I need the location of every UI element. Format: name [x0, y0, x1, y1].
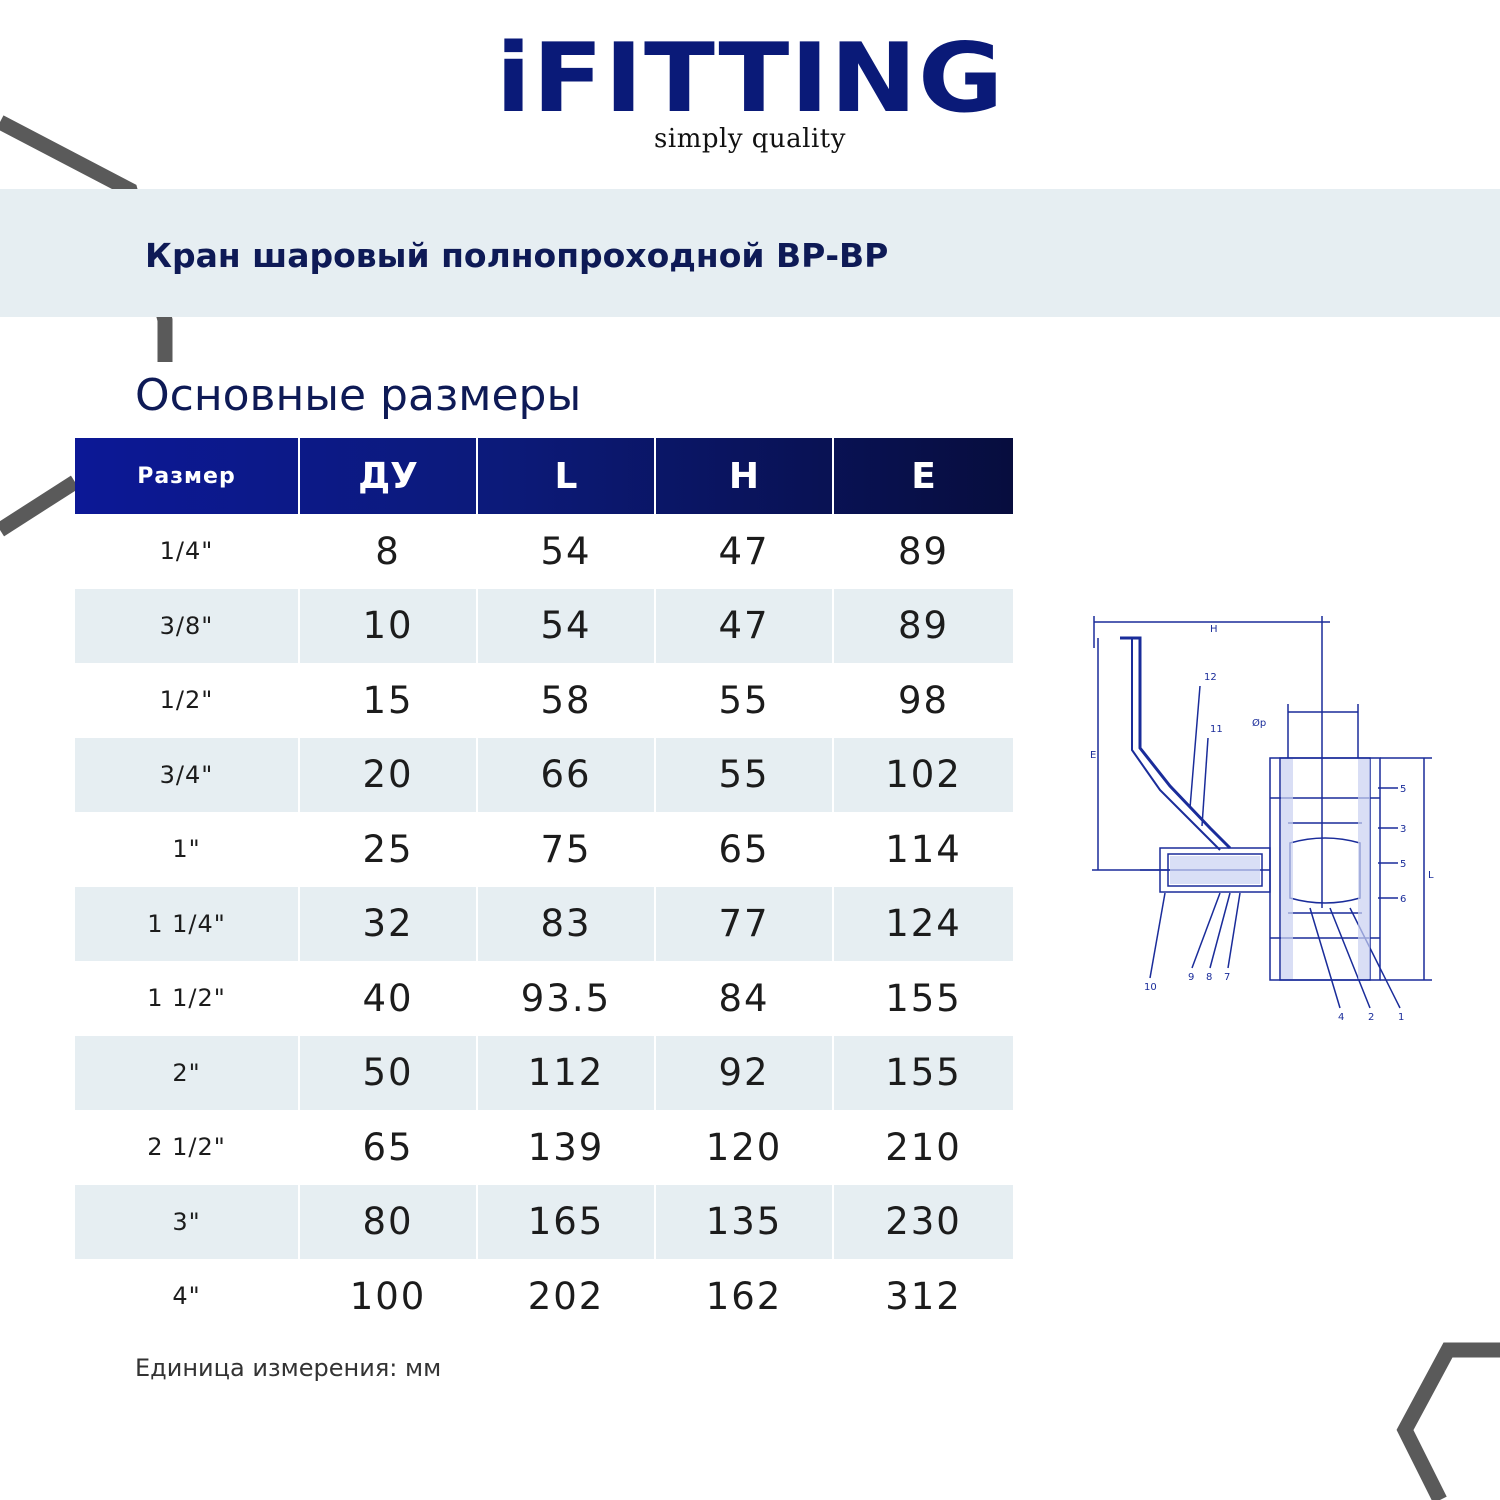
cell-l: 54	[477, 514, 656, 589]
callout-12: 12	[1204, 672, 1217, 683]
cell-du: 100	[299, 1259, 478, 1334]
title-banner	[0, 189, 1500, 317]
table-row: 3" 80 165 135 230	[75, 1184, 1013, 1259]
cell-du: 65	[299, 1110, 478, 1185]
dim-label-e: E	[1090, 750, 1096, 761]
column-header-l: L	[477, 438, 656, 514]
cell-size: 1 1/4"	[75, 886, 300, 961]
cell-e: 89	[833, 588, 1013, 663]
cell-h: 84	[655, 961, 834, 1036]
valve-technical-drawing: H E L Øp 12 11 10 9 8 7 5 3 5 6 4 2 1	[1090, 616, 1434, 1023]
cell-size: 1 1/2"	[75, 961, 300, 1036]
cell-l: 83	[477, 886, 656, 961]
cell-size: 1"	[75, 812, 300, 887]
cell-h: 55	[655, 663, 834, 738]
cell-h: 55	[655, 737, 834, 812]
callout-1: 1	[1398, 1012, 1404, 1023]
cell-h: 120	[655, 1110, 834, 1185]
cell-e: 98	[897, 678, 950, 722]
cell-du: 20	[299, 737, 478, 812]
cell-e: 230	[833, 1184, 1013, 1259]
cell-l: 139	[477, 1110, 656, 1185]
table-row: 1 1/4" 32 83 77 124	[75, 886, 1013, 961]
callout-2: 2	[1368, 1012, 1374, 1023]
table-row: 1/4" 8 54 47 89	[75, 514, 1013, 589]
cell-l: 112	[477, 1035, 656, 1110]
cell-du: 80	[299, 1184, 478, 1259]
table-row: 1" 25 75 65 114	[75, 812, 1013, 887]
callout-9: 9	[1188, 972, 1194, 983]
cell-size: 1/4"	[75, 514, 300, 589]
cell-e: 155	[885, 976, 962, 1020]
table-row: 3/8" 10 54 47 89	[75, 588, 1013, 663]
callout-5a: 5	[1400, 784, 1406, 795]
cell-h: 65	[655, 812, 834, 887]
cell-l: 75	[477, 812, 656, 887]
dim-label-h: H	[1210, 624, 1218, 635]
table-row: 4" 100 202 162 312	[75, 1259, 1013, 1334]
cell-l: 58	[477, 663, 656, 738]
cell-du: 15	[299, 663, 478, 738]
callout-11: 11	[1210, 724, 1223, 735]
callout-4: 4	[1338, 1012, 1344, 1023]
cell-size: 3/8"	[75, 588, 300, 663]
callout-3: 3	[1400, 824, 1406, 835]
units-note: Единица измерения: мм	[135, 1354, 442, 1382]
cell-size: 4"	[75, 1259, 300, 1334]
table-header-row: Размер ДУ L H E	[75, 438, 1013, 514]
dim-label-l: L	[1428, 870, 1434, 881]
column-header-du: ДУ	[299, 438, 478, 514]
cell-e: 124	[833, 886, 1013, 961]
cell-e: 114	[885, 827, 962, 871]
cell-size: 2"	[75, 1035, 300, 1110]
dimensions-table: Размер ДУ L H E 1/4" 8 54 47 89 3/8" 10 …	[75, 438, 1013, 1334]
cell-du: 10	[299, 588, 478, 663]
table-row: 3/4" 20 66 55 102	[75, 737, 1013, 812]
cell-h: 135	[655, 1184, 834, 1259]
callout-7: 7	[1224, 972, 1230, 983]
product-title: Кран шаровый полнопроходной ВР-ВР	[145, 236, 889, 275]
cell-l: 66	[477, 737, 656, 812]
brand-logo: iFITTING simply quality	[0, 28, 1500, 154]
cell-e: 312	[885, 1274, 962, 1318]
table-row: 2" 50 112 92 155	[75, 1035, 1013, 1110]
cell-e: 155	[833, 1035, 1013, 1110]
cell-h: 92	[655, 1035, 834, 1110]
cell-l: 202	[477, 1259, 656, 1334]
callout-5b: 5	[1400, 859, 1406, 870]
callout-10: 10	[1144, 982, 1157, 993]
table-row: 1/2" 15 58 55 98	[75, 663, 1013, 738]
cell-h: 77	[655, 886, 834, 961]
cell-du: 8	[299, 514, 478, 589]
cell-du: 40	[299, 961, 478, 1036]
table-row: 2 1/2" 65 139 120 210	[75, 1110, 1013, 1185]
cell-e: 102	[833, 737, 1013, 812]
cell-l: 93.5	[477, 961, 656, 1036]
logo-wordmark: iFITTING	[495, 21, 1005, 135]
cell-e: 210	[885, 1125, 962, 1169]
section-title: Основные размеры	[135, 370, 582, 421]
table-row: 1 1/2" 40 93.5 84 155	[75, 961, 1013, 1036]
cell-du: 50	[299, 1035, 478, 1110]
logo-tagline: simply quality	[654, 124, 846, 154]
cell-size: 1/2"	[75, 663, 300, 738]
cell-du: 32	[299, 886, 478, 961]
dim-label-dp: Øp	[1252, 717, 1266, 729]
cell-h: 47	[655, 588, 834, 663]
callout-6: 6	[1400, 894, 1406, 905]
cell-e: 89	[897, 529, 950, 573]
cell-l: 54	[477, 588, 656, 663]
callout-8: 8	[1206, 972, 1212, 983]
column-header-e: E	[911, 455, 936, 497]
cell-size: 3/4"	[75, 737, 300, 812]
cell-size: 2 1/2"	[75, 1110, 300, 1185]
cell-h: 162	[655, 1259, 834, 1334]
cell-h: 47	[655, 514, 834, 589]
column-header-h: H	[655, 438, 834, 514]
cell-size: 3"	[75, 1184, 300, 1259]
cell-du: 25	[299, 812, 478, 887]
cell-l: 165	[477, 1184, 656, 1259]
column-header-size: Размер	[75, 438, 300, 514]
